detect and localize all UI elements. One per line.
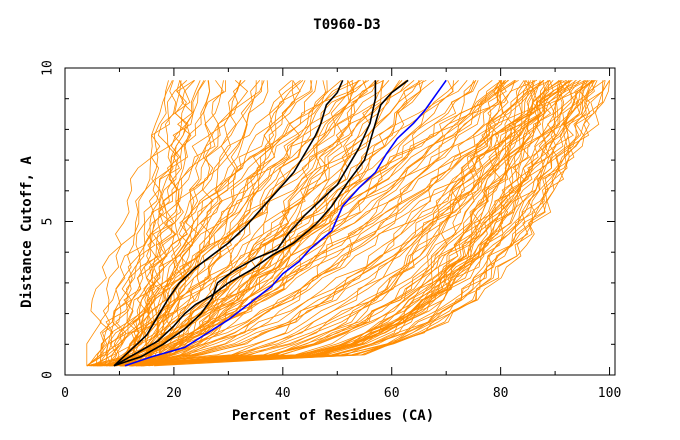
background-series-line xyxy=(104,80,606,367)
background-series-line xyxy=(139,79,304,367)
background-series-line xyxy=(116,79,435,367)
background-series-line xyxy=(148,80,420,367)
background-series-line xyxy=(126,80,593,367)
background-series-line xyxy=(129,80,604,367)
background-series-line xyxy=(109,80,206,366)
background-series-line xyxy=(99,80,173,366)
background-series-line xyxy=(106,80,527,367)
background-series-line xyxy=(121,79,567,367)
chart-title: T0960-D3 xyxy=(313,17,380,33)
x-axis-label: Percent of Residues (CA) xyxy=(232,408,434,424)
series-line xyxy=(124,79,447,367)
background-series-line xyxy=(121,79,502,367)
background-series-line xyxy=(97,80,559,367)
x-tick-label: 0 xyxy=(61,386,69,401)
highlight-series-group xyxy=(113,79,447,367)
background-series-line xyxy=(105,80,535,367)
x-tick-label: 100 xyxy=(598,386,621,401)
background-series-line xyxy=(120,80,536,367)
background-series-line xyxy=(119,80,529,367)
background-series-line xyxy=(104,80,301,367)
background-series-line xyxy=(137,80,571,367)
background-series-line xyxy=(131,80,368,367)
x-tick-label: 20 xyxy=(166,386,182,401)
background-series-line xyxy=(121,80,596,367)
background-series-line xyxy=(135,80,459,367)
y-tick-label: 5 xyxy=(41,218,56,226)
series-line xyxy=(113,79,344,367)
background-series-line xyxy=(99,80,550,367)
background-series-line xyxy=(127,79,342,367)
background-series-line xyxy=(154,80,576,367)
background-series-line xyxy=(136,80,534,367)
background-series-line xyxy=(121,80,390,367)
background-series-line xyxy=(113,80,570,367)
background-series-line xyxy=(141,80,169,366)
background-series-line xyxy=(86,80,313,367)
axes-group: 0 20 40 60 80 100 0 5 10 xyxy=(41,60,622,401)
background-series-line xyxy=(113,79,301,367)
background-series-group xyxy=(86,79,610,367)
background-series-line xyxy=(135,80,424,367)
background-series-line xyxy=(120,79,545,367)
x-tick-label: 60 xyxy=(384,386,400,401)
background-series-line xyxy=(86,80,265,367)
y-tick-label: 0 xyxy=(41,371,56,379)
series-line xyxy=(113,80,377,367)
background-series-line xyxy=(135,80,550,367)
background-series-line xyxy=(106,80,313,367)
background-series-line xyxy=(108,79,577,367)
x-tick-label: 40 xyxy=(275,386,291,401)
series-line xyxy=(113,79,409,367)
background-series-line xyxy=(123,80,296,367)
background-series-line xyxy=(121,80,384,367)
background-series-line xyxy=(86,80,567,367)
background-series-line xyxy=(120,80,572,367)
background-series-line xyxy=(101,80,586,367)
background-series-line xyxy=(138,79,423,367)
background-series-line xyxy=(143,80,502,366)
background-series-line xyxy=(98,80,610,367)
background-series-line xyxy=(124,80,581,367)
background-series-line xyxy=(109,79,573,367)
background-series-line xyxy=(109,80,408,367)
background-series-line xyxy=(109,80,507,367)
background-series-line xyxy=(142,79,493,367)
background-series-line xyxy=(120,80,563,367)
y-axis-label: Distance Cutoff, A xyxy=(19,156,35,308)
background-series-line xyxy=(137,79,361,367)
background-series-line xyxy=(140,79,596,367)
background-series-line xyxy=(143,80,592,367)
background-series-line xyxy=(133,80,502,367)
background-series-line xyxy=(120,80,224,367)
background-series-line xyxy=(129,80,506,367)
background-series-line xyxy=(155,80,476,367)
background-series-line xyxy=(121,80,554,367)
background-series-line xyxy=(151,80,360,367)
background-series-line xyxy=(93,80,479,367)
background-series-line xyxy=(107,80,187,367)
background-series-line xyxy=(93,79,519,367)
background-series-line xyxy=(96,79,544,367)
background-series-line xyxy=(104,80,261,366)
y-tick-label: 10 xyxy=(41,60,56,76)
background-series-line xyxy=(97,80,610,367)
background-series-line xyxy=(120,80,595,367)
x-tick-label: 80 xyxy=(493,386,509,401)
background-series-line xyxy=(86,80,188,366)
